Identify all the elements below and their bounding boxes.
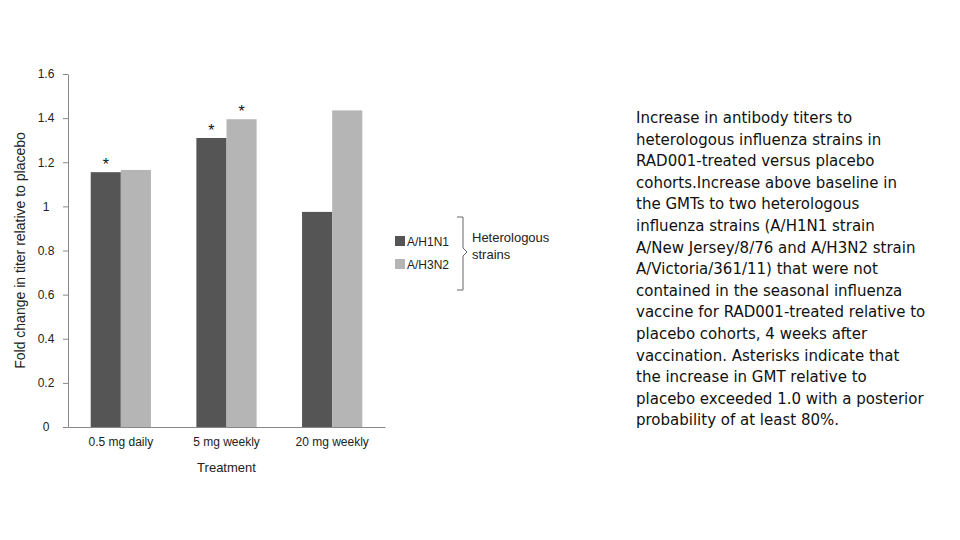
- legend-label: A/H1N1: [407, 235, 449, 249]
- legend-label: A/H3N2: [407, 258, 449, 272]
- caption: Increase in antibody titers to heterolog…: [636, 108, 926, 432]
- legend-swatch: [395, 236, 405, 246]
- x-axis: 0.5 mg daily 5 mg weekly 20 mg weekly: [69, 427, 386, 449]
- y-tick: 0: [43, 420, 68, 434]
- bar: [227, 119, 257, 427]
- y-tick-mark: [63, 74, 68, 75]
- x-tick-label: 20 mg weekly: [295, 435, 368, 449]
- bar: [121, 170, 151, 427]
- y-tick-label: 0.6: [38, 288, 55, 302]
- legend-swatch: [395, 259, 405, 269]
- y-tick-mark: [63, 427, 68, 428]
- y-axis-title: Fold change in titer relative to placebo: [12, 132, 28, 369]
- chart: 0 0.2 0.4 0.6 0.8 1 1.2 1.4 1.6 0.5 mg daily 5 mg …: [0, 0, 620, 540]
- y-tick: 0.2: [38, 376, 68, 390]
- y-tick-mark: [63, 251, 68, 252]
- annotation: *: [103, 156, 109, 173]
- y-tick-mark: [63, 162, 68, 163]
- y-tick: 0.8: [38, 244, 68, 258]
- x-tick: 0.5 mg daily: [88, 427, 153, 449]
- annotation: *: [208, 122, 214, 139]
- y-tick: 1.2: [38, 156, 68, 170]
- y-tick-mark: [63, 383, 68, 384]
- x-tick-label: 0.5 mg daily: [88, 435, 153, 449]
- y-axis: 0 0.2 0.4 0.6 0.8 1 1.2 1.4 1.6: [38, 67, 69, 434]
- y-tick-mark: [63, 206, 68, 207]
- y-tick-label: 0.8: [38, 244, 55, 258]
- legend: A/H1N1 A/H3N2 Heterologousstrains: [395, 217, 550, 290]
- bar: [91, 172, 121, 427]
- legend-bracket: [457, 217, 467, 290]
- y-tick-label: 0.2: [38, 376, 55, 390]
- y-axis-line: [68, 75, 69, 428]
- y-tick-label: 0.4: [38, 332, 55, 346]
- bar: [302, 212, 332, 427]
- annotation: *: [238, 103, 244, 120]
- y-tick: 0.4: [38, 332, 68, 346]
- y-tick-mark: [63, 295, 68, 296]
- legend-title: Heterologousstrains: [472, 230, 550, 262]
- bar: [196, 138, 226, 427]
- y-tick-label: 1.2: [38, 156, 55, 170]
- y-tick: 1.4: [38, 111, 68, 125]
- x-axis-line: [69, 427, 386, 428]
- x-tick-label: 5 mg weekly: [193, 435, 260, 449]
- x-tick: 5 mg weekly: [193, 427, 260, 449]
- x-axis-title: Treatment: [197, 460, 256, 475]
- y-tick: 1: [43, 200, 68, 214]
- y-tick-label: 1.6: [38, 67, 55, 81]
- y-tick-mark: [63, 118, 68, 119]
- bars: [91, 110, 363, 427]
- y-tick: 0.6: [38, 288, 68, 302]
- y-tick-label: 1: [43, 200, 50, 214]
- bar: [332, 110, 362, 427]
- y-tick: 1.6: [38, 67, 68, 81]
- y-tick-mark: [63, 339, 68, 340]
- x-tick: 20 mg weekly: [295, 427, 368, 449]
- y-tick-label: 0: [43, 420, 50, 434]
- y-tick-label: 1.4: [38, 111, 55, 125]
